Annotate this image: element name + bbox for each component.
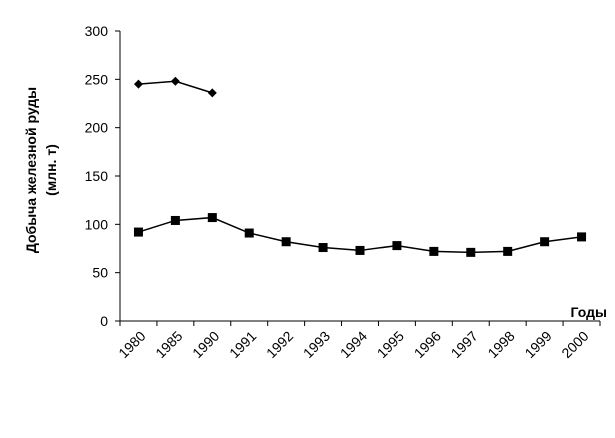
series-1 <box>133 76 217 98</box>
y-tick-label: 250 <box>85 71 109 87</box>
data-point <box>503 246 513 256</box>
data-point <box>207 88 217 98</box>
y-ticks: 0 50 100 150 200 250 300 <box>85 23 120 329</box>
series-2 <box>133 213 587 257</box>
axes <box>119 31 600 322</box>
data-point <box>133 227 143 237</box>
y-tick-label: 100 <box>85 216 109 232</box>
series-layer <box>133 76 587 257</box>
x-tick-label: 1980 <box>115 328 148 361</box>
data-point <box>318 243 328 253</box>
x-axis-title: Годы <box>571 304 607 320</box>
y-axis-title-line1: Добыча железной руды <box>23 87 39 253</box>
x-ticks: 1980 1985 1990 1991 1992 1993 1994 1995 1996 1997… <box>115 321 601 361</box>
data-point <box>355 245 365 255</box>
y-tick-label: 200 <box>85 120 109 136</box>
x-tick-label: 1990 <box>189 328 222 361</box>
x-tick-label: 1985 <box>152 328 185 361</box>
y-axis-title: Добыча железной руды (млн. т) <box>23 87 59 253</box>
data-point <box>540 237 550 247</box>
y-tick-label: 300 <box>85 23 109 39</box>
x-tick-label: 1999 <box>521 328 554 361</box>
data-point <box>170 76 180 86</box>
y-tick-label: 50 <box>92 265 108 281</box>
data-point <box>170 215 180 225</box>
x-tick-label: 1995 <box>374 328 407 361</box>
y-tick-label: 0 <box>100 313 108 329</box>
x-tick-label: 1998 <box>484 328 517 361</box>
data-point <box>281 237 291 247</box>
x-tick-label: 1996 <box>411 328 444 361</box>
data-point <box>207 213 217 223</box>
x-tick-label: 1992 <box>263 328 296 361</box>
data-point <box>466 247 476 257</box>
data-point <box>133 79 143 89</box>
y-tick-label: 150 <box>85 168 109 184</box>
x-tick-label: 1994 <box>337 328 370 361</box>
x-tick-label: 2000 <box>558 328 591 361</box>
data-point <box>244 228 254 238</box>
data-point <box>577 232 587 242</box>
data-point <box>392 241 402 251</box>
x-tick-label: 1993 <box>300 328 333 361</box>
data-point <box>429 246 439 256</box>
y-axis-title-line2: (млн. т) <box>43 144 59 196</box>
x-tick-label: 1991 <box>226 328 259 361</box>
x-tick-label: 1997 <box>448 328 481 361</box>
